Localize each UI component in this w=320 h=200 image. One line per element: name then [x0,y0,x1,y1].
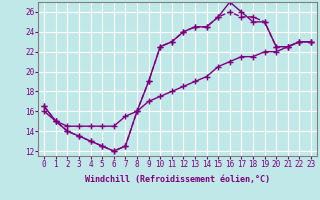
X-axis label: Windchill (Refroidissement éolien,°C): Windchill (Refroidissement éolien,°C) [85,175,270,184]
